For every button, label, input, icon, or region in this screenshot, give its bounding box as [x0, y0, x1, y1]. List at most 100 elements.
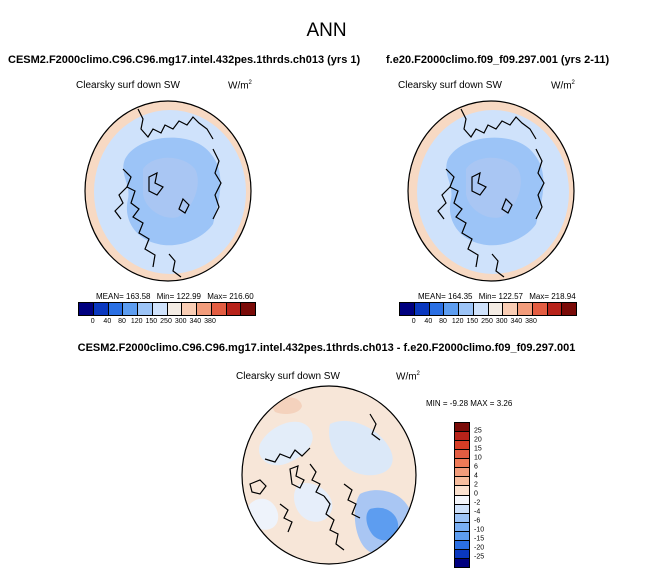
- colorbar-swatch: [455, 540, 469, 550]
- colorbar-tick-label: 6: [474, 463, 478, 471]
- diff-variable-label: Clearsky surf down SW: [236, 371, 340, 382]
- colorbar-swatch: [400, 303, 415, 315]
- colorbar-swatch: [414, 303, 430, 315]
- colorbar-tick-label: 300: [174, 318, 187, 325]
- colorbar-tick-label: 120: [451, 318, 464, 325]
- panel2-min: Min= 122.57: [478, 292, 523, 301]
- diff-map-border: [241, 385, 417, 565]
- colorbar-swatch: [444, 303, 459, 315]
- colorbar-swatch: [455, 549, 469, 559]
- diff-field-patch-2: [329, 420, 393, 476]
- colorbar-tick-label: 0: [90, 318, 95, 325]
- colorbar-tick-label: 15: [474, 445, 482, 453]
- colorbar-swatch: [455, 486, 469, 496]
- colorbar-swatch: [455, 441, 469, 451]
- colorbar-swatch: [473, 303, 489, 315]
- panel2-colorbar-ticks: 0 40 80 120 150 250 300 340 380: [399, 318, 575, 328]
- colorbar-tick-label: 340: [510, 318, 523, 325]
- diff-units: W/m2: [396, 371, 420, 383]
- colorbar-swatch: [123, 303, 138, 315]
- colorbar-swatch: [152, 303, 168, 315]
- colorbar-tick-label: 300: [495, 318, 508, 325]
- figure-title: ANN: [306, 20, 347, 41]
- diff-minmax: MIN = -9.28 MAX = 3.26: [426, 399, 513, 408]
- colorbar-tick-label: 380: [204, 318, 216, 325]
- diff-title: CESM2.F2000climo.C96.C96.mg17.intel.432p…: [77, 342, 576, 354]
- panel2-colorbar: [399, 302, 577, 316]
- colorbar-tick-label: 150: [145, 318, 158, 325]
- colorbar-swatch: [108, 303, 124, 315]
- diff-field-base: [242, 386, 416, 564]
- colorbar-swatch: [455, 450, 469, 460]
- colorbar-tick-label: -4: [474, 508, 481, 516]
- colorbar-tick-label: 4: [474, 472, 478, 480]
- diff-field-patch-3: [294, 483, 333, 522]
- colorbar-swatch: [455, 531, 469, 541]
- diff-field-patch-5: [366, 507, 399, 541]
- colorbar-swatch: [79, 303, 94, 315]
- panel1-colorbar: [78, 302, 256, 316]
- colorbar-swatch: [518, 303, 533, 315]
- colorbar-tick-label: 40: [424, 318, 433, 325]
- colorbar-swatch: [167, 303, 183, 315]
- colorbar-tick-label: 250: [481, 318, 493, 325]
- colorbar-tick-label: 380: [525, 318, 537, 325]
- diff-coastlines: [249, 413, 381, 551]
- colorbar-swatch: [455, 522, 469, 532]
- colorbar-swatch: [562, 303, 576, 315]
- panel2-case-title: f.e20.F2000climo.f09_f09.297.001 (yrs 2-…: [386, 54, 610, 66]
- panel2-mean: MEAN= 164.35: [418, 292, 473, 301]
- colorbar-tick-label: -15: [474, 535, 485, 543]
- panel2-polar-map: [407, 100, 575, 282]
- diff-polar-map: [241, 385, 417, 565]
- colorbar-swatch: [455, 468, 469, 478]
- colorbar-swatch: [226, 303, 242, 315]
- colorbar-swatch: [455, 432, 469, 442]
- colorbar-swatch: [503, 303, 518, 315]
- colorbar-tick-label: 0: [411, 318, 416, 325]
- colorbar-tick-label: -6: [474, 517, 481, 525]
- panel1-units: W/m2: [228, 80, 252, 92]
- colorbar-swatch: [197, 303, 212, 315]
- panel1-min: Min= 122.99: [156, 292, 201, 301]
- diff-colorbar: [454, 422, 470, 568]
- colorbar-swatch: [241, 303, 255, 315]
- colorbar-swatch: [211, 303, 227, 315]
- panel1-variable-label: Clearsky surf down SW: [76, 80, 180, 91]
- colorbar-swatch: [547, 303, 563, 315]
- panel2-units: W/m2: [551, 80, 575, 92]
- panel1-map-border: [84, 100, 252, 282]
- panel2-max: Max= 218.94: [529, 292, 576, 301]
- colorbar-tick-label: 0: [474, 490, 478, 498]
- colorbar-tick-label: 25: [474, 427, 482, 435]
- diff-colorbar-ticks: 25 20 15 10 6 4 2 0 -2 -4 -6 -10 -15 -20 -25: [474, 422, 494, 566]
- panel1-polar-map: [84, 100, 252, 282]
- colorbar-tick-label: 120: [130, 318, 143, 325]
- colorbar-swatch: [532, 303, 548, 315]
- colorbar-tick-label: -25: [474, 553, 485, 561]
- panel2-stats: MEAN= 164.35 Min= 122.57 Max= 218.94: [418, 292, 580, 301]
- panel1-stats: MEAN= 163.58 Min= 122.99 Max= 216.60: [96, 292, 258, 301]
- colorbar-swatch: [488, 303, 504, 315]
- colorbar-tick-label: 40: [103, 318, 112, 325]
- panel1-coastlines: [114, 108, 222, 278]
- panel2-map-border: [407, 100, 575, 282]
- panel1-max: Max= 216.60: [207, 292, 254, 301]
- colorbar-tick-label: 150: [466, 318, 479, 325]
- panel2-variable-label: Clearsky surf down SW: [398, 80, 502, 91]
- colorbar-tick-label: -20: [474, 544, 485, 552]
- colorbar-swatch: [455, 504, 469, 514]
- panel2-coastlines: [437, 108, 545, 278]
- colorbar-swatch: [138, 303, 153, 315]
- colorbar-tick-label: 20: [474, 436, 482, 444]
- colorbar-tick-label: 340: [189, 318, 202, 325]
- colorbar-swatch: [455, 459, 469, 469]
- colorbar-tick-label: -2: [474, 499, 481, 507]
- colorbar-tick-label: 2: [474, 481, 478, 489]
- colorbar-swatch: [455, 477, 469, 487]
- colorbar-swatch: [455, 495, 469, 505]
- colorbar-tick-label: 80: [118, 318, 126, 325]
- panel1-colorbar-ticks: 0 40 80 120 150 250 300 340 380: [78, 318, 254, 328]
- panel1-mean: MEAN= 163.58: [96, 292, 151, 301]
- colorbar-swatch: [182, 303, 197, 315]
